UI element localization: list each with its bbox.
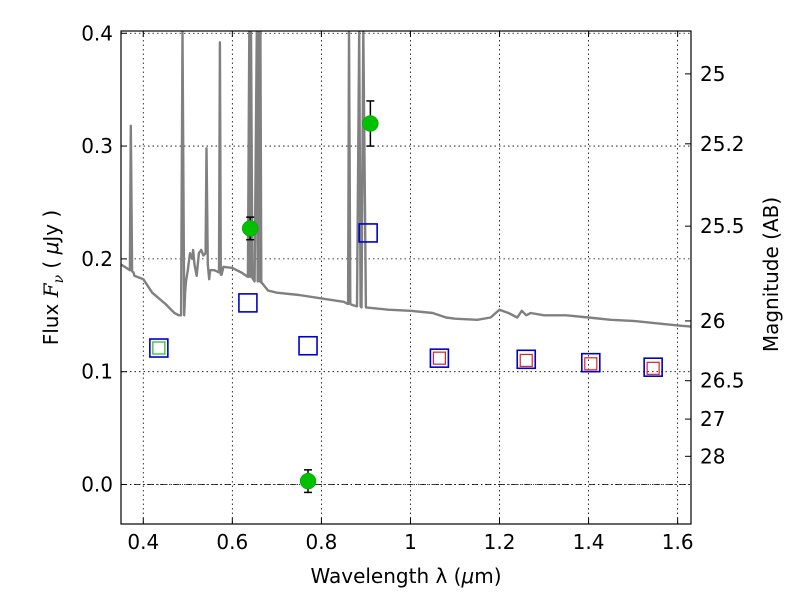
model-square-marker	[643, 357, 663, 377]
model-square-marker	[581, 352, 601, 373]
y-tick-label: 0.4	[81, 21, 113, 45]
model-square-marker	[238, 293, 258, 313]
grid-lines	[121, 31, 691, 524]
y-tick-label: 0.3	[81, 134, 113, 158]
model-square-marker	[429, 348, 450, 368]
y2-tick-label: 25.5	[700, 214, 745, 238]
red-inner-square-marker	[519, 353, 533, 368]
axis-ticks: 0.4 0.6 0.8 1 1.2 1.4 1.6 0.0 0.1 0.2 0.3 0.4 25 25.2…	[81, 21, 744, 554]
model-square-marker	[298, 335, 318, 356]
red-inner-square-marker	[432, 351, 446, 365]
x-tick-label: 0.8	[305, 530, 337, 554]
x-axis-label: Wavelength λ (μm)	[310, 564, 501, 588]
y2-tick-label: 28	[700, 444, 725, 468]
spectrum-line	[121, 31, 691, 328]
x-tick-label: 1.2	[484, 530, 516, 554]
markers	[149, 100, 663, 494]
model-square-marker	[516, 349, 537, 370]
y2-axis-label: Magnitude (AB)	[759, 197, 783, 352]
y-tick-label: 0.1	[81, 360, 113, 384]
x-tick-label: 0.4	[127, 530, 159, 554]
green-inner-square-marker	[152, 341, 166, 355]
y2-tick-label: 25	[700, 62, 725, 86]
model-square-marker	[358, 223, 378, 243]
observation-point	[299, 472, 317, 490]
y2-tick-label: 26	[700, 309, 725, 333]
y-tick-label: 0.2	[81, 247, 113, 271]
x-tick-label: 1.4	[573, 530, 605, 554]
red-inner-square-marker	[584, 357, 598, 371]
model-square-marker	[149, 338, 169, 358]
observation-point	[362, 115, 379, 132]
y-tick-label: 0.0	[81, 473, 113, 497]
red-inner-square-marker	[646, 361, 660, 375]
y-axis-label: Flux Fν ( μJy )	[39, 210, 67, 346]
x-tick-label: 1	[404, 530, 417, 554]
y2-tick-label: 25.2	[700, 132, 745, 156]
y2-tick-label: 26.5	[700, 369, 745, 393]
x-tick-label: 0.6	[216, 530, 248, 554]
spectrum-series	[121, 31, 691, 328]
plot-frame	[120, 30, 692, 525]
y2-tick-label: 27	[700, 407, 725, 431]
x-tick-label: 1.6	[662, 530, 694, 554]
observation-point	[241, 220, 259, 237]
